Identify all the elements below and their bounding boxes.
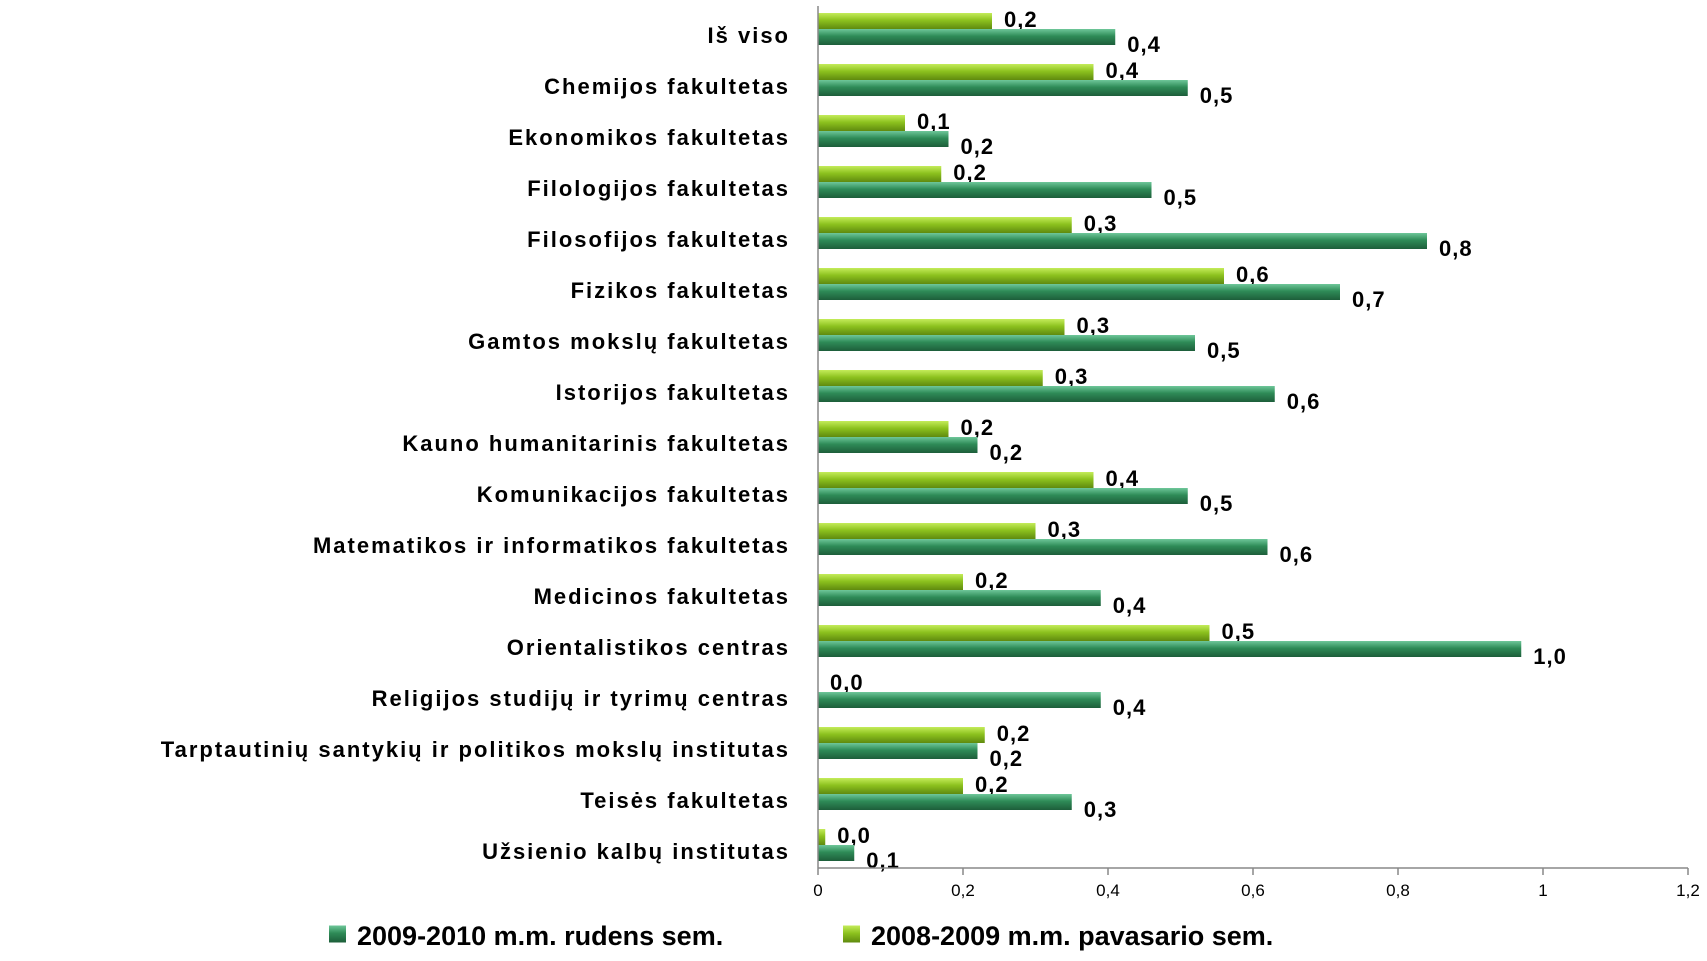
category-label: Komunikacijos fakultetas xyxy=(477,482,790,507)
bar-autumn xyxy=(818,182,1152,198)
data-label-spring: 0,2 xyxy=(975,772,1009,797)
data-label-spring: 0,2 xyxy=(975,568,1009,593)
bar-spring xyxy=(818,319,1065,335)
data-label-spring: 0,1 xyxy=(917,109,951,134)
category-label: Orientalistikos centras xyxy=(507,635,790,660)
data-label-spring: 0,6 xyxy=(1236,262,1270,287)
data-label-autumn: 0,2 xyxy=(990,746,1024,771)
bar-spring xyxy=(818,523,1036,539)
category-label: Gamtos mokslų fakultetas xyxy=(468,329,790,354)
bar-autumn xyxy=(818,641,1522,657)
bar-spring xyxy=(818,625,1210,641)
category-label: Kauno humanitarinis fakultetas xyxy=(402,431,790,456)
category-label: Iš viso xyxy=(708,23,790,48)
data-label-spring: 0,2 xyxy=(1004,7,1038,32)
bar-autumn xyxy=(818,80,1188,96)
data-label-autumn: 0,8 xyxy=(1439,236,1473,261)
category-label: Užsienio kalbų institutas xyxy=(482,839,790,864)
bar-autumn xyxy=(818,590,1101,606)
category-label: Religijos studijų ir tyrimų centras xyxy=(372,686,790,711)
data-label-spring: 0,5 xyxy=(1222,619,1256,644)
category-label: Matematikos ir informatikos fakultetas xyxy=(313,533,790,558)
data-label-autumn: 0,3 xyxy=(1084,797,1118,822)
bar-spring xyxy=(818,574,963,590)
data-label-spring: 0,3 xyxy=(1048,517,1082,542)
bar-spring xyxy=(818,778,963,794)
category-label: Tarptautinių santykių ir politikos moksl… xyxy=(161,737,790,762)
data-label-autumn: 0,6 xyxy=(1287,389,1321,414)
data-label-autumn: 0,5 xyxy=(1200,491,1234,516)
data-label-spring: 0,4 xyxy=(1106,58,1140,83)
bar-spring xyxy=(818,268,1224,284)
category-label: Chemijos fakultetas xyxy=(544,74,790,99)
data-label-spring: 0,3 xyxy=(1077,313,1111,338)
data-label-autumn: 0,2 xyxy=(990,440,1024,465)
legend-swatch-spring xyxy=(843,925,860,943)
data-label-autumn: 0,5 xyxy=(1200,83,1234,108)
x-tick-label: 0 xyxy=(813,881,822,900)
legend-swatch-autumn xyxy=(329,925,346,943)
bar-spring xyxy=(818,217,1072,233)
bar-spring xyxy=(818,472,1094,488)
data-label-spring: 0,2 xyxy=(961,415,995,440)
bar-spring xyxy=(818,727,985,743)
data-label-autumn: 0,4 xyxy=(1113,695,1147,720)
x-tick-label: 1 xyxy=(1538,881,1547,900)
bar-autumn xyxy=(818,743,978,759)
category-label: Medicinos fakultetas xyxy=(534,584,790,609)
bar-autumn xyxy=(818,284,1340,300)
category-label: Filologijos fakultetas xyxy=(527,176,790,201)
bar-autumn xyxy=(818,692,1101,708)
bar-spring xyxy=(818,13,992,29)
data-label-autumn: 0,6 xyxy=(1280,542,1314,567)
x-tick-label: 0,8 xyxy=(1386,881,1410,900)
data-label-spring: 0,2 xyxy=(997,721,1031,746)
data-label-spring: 0,3 xyxy=(1055,364,1089,389)
bar-autumn xyxy=(818,29,1116,45)
bar-autumn xyxy=(818,386,1275,402)
category-label: Filosofijos fakultetas xyxy=(527,227,790,252)
bar-spring xyxy=(818,115,905,131)
data-label-autumn: 0,5 xyxy=(1207,338,1241,363)
data-label-autumn: 0,1 xyxy=(866,848,900,873)
legend-label-autumn: 2009-2010 m.m. rudens sem. xyxy=(357,921,723,951)
category-label: Fizikos fakultetas xyxy=(571,278,790,303)
plot-area: Iš viso 0,2 0,4 Chemijos fakultetas 0,4 0,5 Ek… xyxy=(161,6,1700,900)
x-tick-label: 0,2 xyxy=(951,881,975,900)
category-label: Istorijos fakultetas xyxy=(556,380,790,405)
data-label-spring: 0,0 xyxy=(837,823,871,848)
bar-autumn xyxy=(818,794,1072,810)
bar-spring xyxy=(818,64,1094,80)
category-label: Ekonomikos fakultetas xyxy=(508,125,790,150)
bar-autumn xyxy=(818,437,978,453)
data-label-autumn: 0,7 xyxy=(1352,287,1386,312)
x-tick-label: 0,4 xyxy=(1096,881,1120,900)
bar-spring xyxy=(818,166,942,182)
bar-autumn xyxy=(818,131,949,147)
bar-spring xyxy=(818,829,826,845)
data-label-spring: 0,4 xyxy=(1106,466,1140,491)
category-label: Teisės fakultetas xyxy=(580,788,790,813)
data-label-spring: 0,3 xyxy=(1084,211,1118,236)
bar-autumn xyxy=(818,539,1268,555)
bar-spring xyxy=(818,370,1043,386)
data-label-autumn: 0,2 xyxy=(961,134,995,159)
x-tick-label: 1,2 xyxy=(1676,881,1700,900)
data-label-autumn: 1,0 xyxy=(1533,644,1567,669)
bar-autumn xyxy=(818,233,1427,249)
data-label-autumn: 0,4 xyxy=(1113,593,1147,618)
legend: 2009-2010 m.m. rudens sem. 2008-2009 m.m.… xyxy=(329,921,1273,951)
bar-autumn xyxy=(818,335,1195,351)
data-label-spring: 0,2 xyxy=(953,160,987,185)
legend-label-spring: 2008-2009 m.m. pavasario sem. xyxy=(871,921,1273,951)
data-label-spring: 0,0 xyxy=(830,670,864,695)
bar-autumn xyxy=(818,488,1188,504)
bar-spring xyxy=(818,421,949,437)
data-label-autumn: 0,4 xyxy=(1127,32,1161,57)
data-label-autumn: 0,5 xyxy=(1164,185,1198,210)
bar-autumn xyxy=(818,845,855,861)
x-tick-label: 0,6 xyxy=(1241,881,1265,900)
